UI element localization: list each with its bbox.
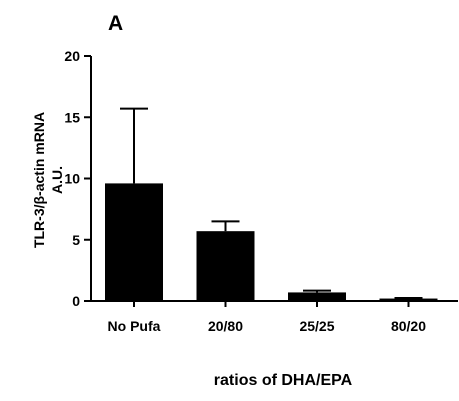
- y-axis-label-line1: TLR-3/β-actin mRNA: [31, 112, 47, 248]
- x-tick-label: 25/25: [299, 318, 334, 334]
- x-tick-label: 80/20: [391, 318, 426, 334]
- bar: [105, 183, 163, 301]
- y-axis-title: TLR-3/β-actin mRNA A.U.: [31, 112, 65, 248]
- x-axis-label: ratios of DHA/EPA: [214, 372, 353, 389]
- y-tick-label: 5: [72, 232, 80, 248]
- bar: [379, 298, 438, 301]
- y-tick-label: 0: [72, 293, 80, 309]
- y-tick-label: 15: [64, 109, 80, 125]
- x-tick-label: No Pufa: [108, 318, 161, 334]
- plot-area: 0 5 10 15 20 No Pufa 20/80 25/25 80/20: [64, 48, 458, 334]
- y-tick-label: 10: [64, 171, 80, 187]
- y-tick-label: 20: [64, 48, 80, 64]
- panel-label: A: [108, 12, 123, 35]
- x-tick-label: 20/80: [208, 318, 243, 334]
- bar: [196, 231, 255, 301]
- bar: [288, 292, 346, 301]
- y-axis-label-line2: A.U.: [49, 166, 65, 194]
